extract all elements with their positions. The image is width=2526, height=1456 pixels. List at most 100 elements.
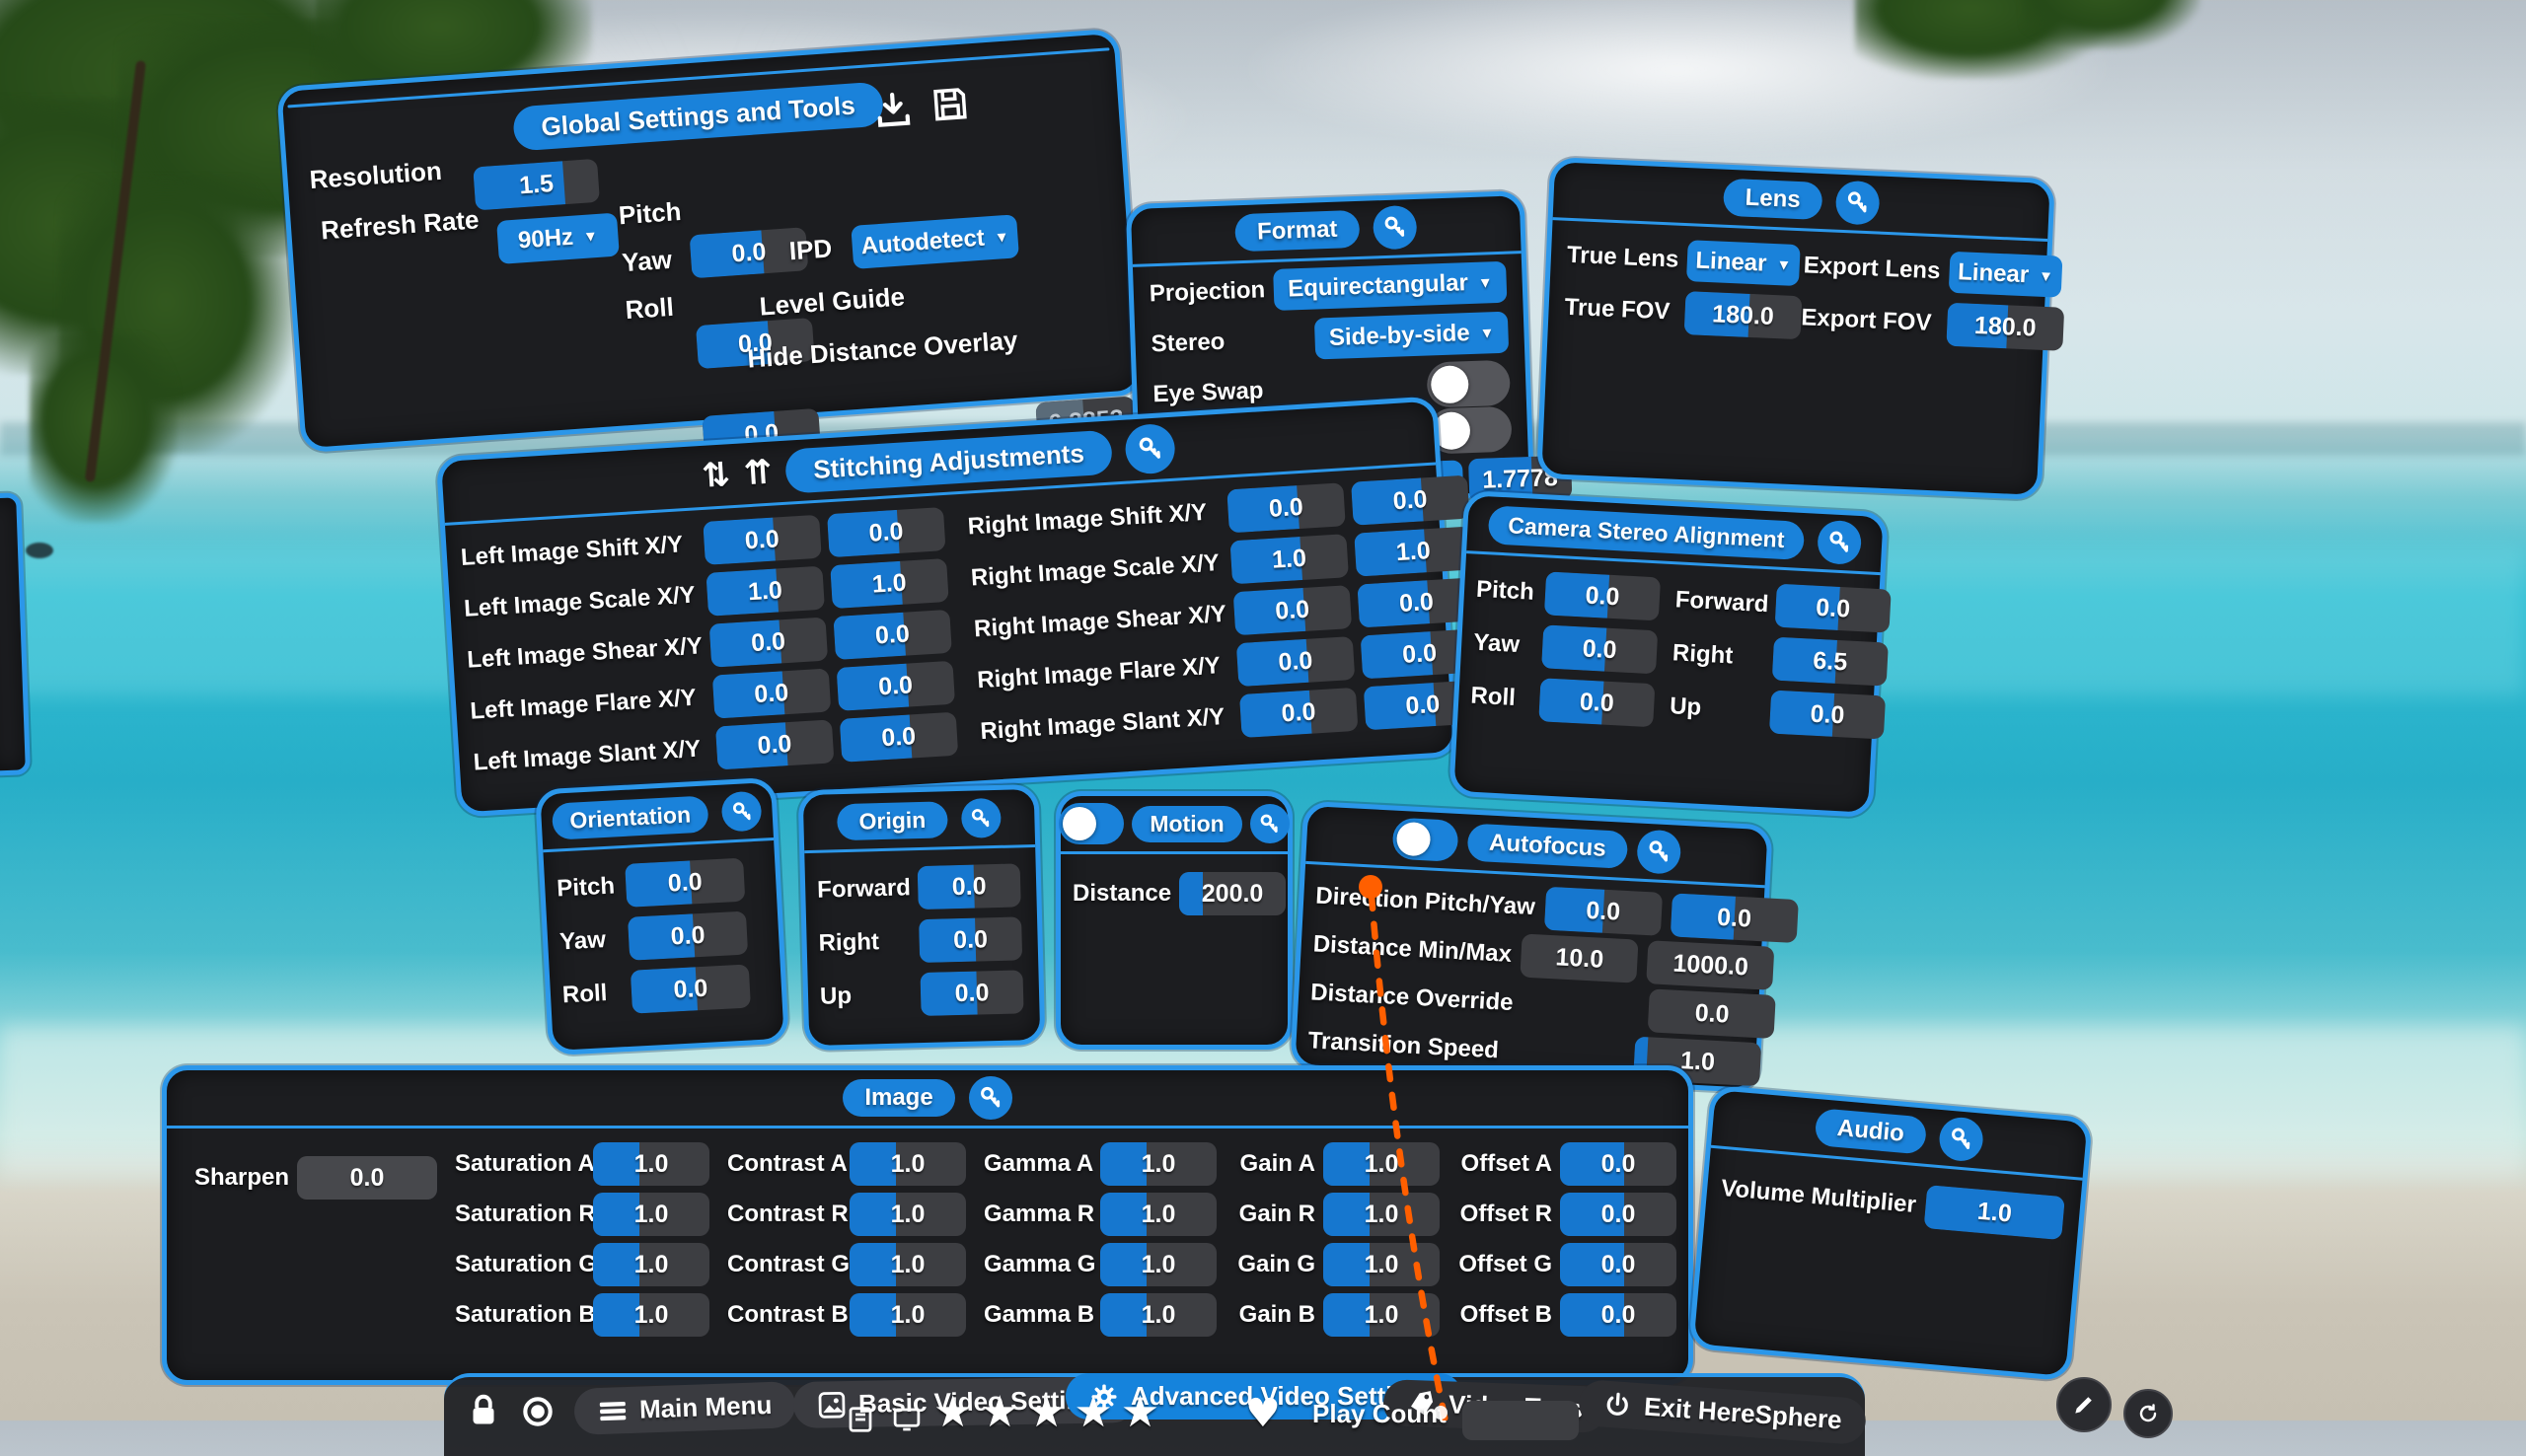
left-slant-y-slider[interactable]: 0.0 [839,711,958,763]
left-shear-y-slider[interactable]: 0.0 [833,609,952,661]
contrast-a-slider[interactable]: 1.0 [850,1142,966,1186]
camera-forward-slider[interactable]: 0.0 [1774,583,1892,633]
projection-dropdown[interactable]: Equirectangular ▼ [1273,260,1508,311]
gain-r-slider[interactable]: 1.0 [1323,1193,1440,1236]
gamma-b-slider[interactable]: 1.0 [1100,1293,1217,1337]
lock-icon[interactable] [466,1391,501,1430]
right-shear-x-slider[interactable]: 0.0 [1232,585,1352,636]
heart-icon[interactable]: ♥ [1245,1391,1281,1436]
left-scale-x-slider[interactable]: 1.0 [706,565,825,617]
ipd-mode-dropdown[interactable]: Autodetect ▼ [851,214,1019,269]
left-shear-x-slider[interactable]: 0.0 [708,617,828,668]
right-slant-x-slider[interactable]: 0.0 [1238,687,1359,739]
key-icon[interactable] [1249,804,1290,843]
autofocus-enable-toggle[interactable] [1391,817,1459,862]
sharpen-field[interactable]: 0.0 [297,1156,437,1200]
direction-pitch-slider[interactable]: 0.0 [1543,886,1663,936]
orientation-yaw-slider[interactable]: 0.0 [627,910,749,961]
camera-pitch-slider[interactable]: 0.0 [1543,571,1662,621]
key-icon[interactable] [1124,422,1177,475]
key-icon[interactable] [1817,519,1863,566]
panel-title-autofocus[interactable]: Autofocus [1466,823,1629,869]
panel-title-audio[interactable]: Audio [1814,1108,1928,1155]
right-shift-y-slider[interactable]: 0.0 [1350,474,1470,526]
edit-icon-button[interactable] [2056,1377,2112,1432]
gamma-a-slider[interactable]: 1.0 [1100,1142,1217,1186]
distance-max-field[interactable]: 1000.0 [1646,940,1775,990]
motion-enable-toggle[interactable] [1059,803,1125,844]
camera-yaw-slider[interactable]: 0.0 [1541,624,1659,675]
key-icon[interactable] [1636,829,1682,875]
key-icon[interactable] [720,790,763,833]
contrast-b-slider[interactable]: 1.0 [850,1293,966,1337]
screen-icon[interactable] [890,1405,924,1434]
saturation-b-slider[interactable]: 1.0 [593,1293,709,1337]
orientation-roll-slider[interactable]: 0.0 [630,964,751,1014]
basic-video-settings-button[interactable]: Basic Video Settings [792,1375,1137,1429]
key-icon[interactable] [1372,204,1418,251]
offset-a-slider[interactable]: 0.0 [1560,1142,1676,1186]
left-flare-x-slider[interactable]: 0.0 [711,668,832,719]
offset-g-slider[interactable]: 0.0 [1560,1243,1676,1286]
distance-override-field[interactable]: 0.0 [1648,988,1777,1039]
stereo-dropdown[interactable]: Side-by-side ▼ [1314,311,1510,360]
panel-title-global[interactable]: Global Settings and Tools [512,81,885,152]
saturation-g-slider[interactable]: 1.0 [593,1243,709,1286]
panel-title-format[interactable]: Format [1234,209,1361,253]
right-scale-y-slider[interactable]: 1.0 [1354,526,1473,577]
left-shift-x-slider[interactable]: 0.0 [703,514,822,565]
offset-b-slider[interactable]: 0.0 [1560,1293,1676,1337]
panel-title-image[interactable]: Image [843,1079,955,1117]
left-flare-y-slider[interactable]: 0.0 [836,660,955,711]
origin-forward-slider[interactable]: 0.0 [917,863,1021,910]
gain-a-slider[interactable]: 1.0 [1323,1142,1440,1186]
star-rating[interactable]: ★★★★★ [933,1387,1168,1437]
main-menu-button[interactable]: Main Menu [573,1381,797,1435]
panel-title-lens[interactable]: Lens [1722,178,1823,221]
move-up-icon[interactable]: ⇈ [742,452,774,494]
left-slant-x-slider[interactable]: 0.0 [714,719,835,770]
key-icon[interactable] [1937,1116,1985,1163]
direction-yaw-slider[interactable]: 0.0 [1670,893,1799,944]
gamma-r-slider[interactable]: 1.0 [1100,1193,1217,1236]
swap-vertical-icon[interactable]: ⇅ [701,455,732,496]
notes-icon[interactable] [845,1405,876,1434]
download-icon[interactable] [871,87,916,133]
saturation-a-slider[interactable]: 1.0 [593,1142,709,1186]
key-icon[interactable] [1834,180,1881,226]
origin-right-slider[interactable]: 0.0 [919,916,1023,964]
export-fov-slider[interactable]: 180.0 [1946,302,2065,351]
left-shift-y-slider[interactable]: 0.0 [826,507,946,558]
distance-min-field[interactable]: 10.0 [1520,933,1639,983]
exit-heresphere-button[interactable]: Exit HereSphere [1577,1378,1868,1446]
gain-b-slider[interactable]: 1.0 [1323,1293,1440,1337]
orientation-pitch-slider[interactable]: 0.0 [625,857,746,908]
camera-roll-slider[interactable]: 0.0 [1538,678,1656,728]
camera-up-slider[interactable]: 0.0 [1768,690,1887,740]
contrast-g-slider[interactable]: 1.0 [850,1243,966,1286]
force-mono-toggle[interactable] [1428,405,1513,455]
true-fov-slider[interactable]: 180.0 [1683,291,1803,340]
play-count-field[interactable] [1462,1401,1579,1440]
motion-distance-slider[interactable]: 200.0 [1179,872,1287,915]
contrast-r-slider[interactable]: 1.0 [850,1193,966,1236]
export-lens-dropdown[interactable]: Linear ▼ [1948,251,2063,298]
panel-title-motion[interactable]: Motion [1132,805,1242,842]
resolution-slider[interactable]: 1.5 [473,158,600,211]
left-scale-y-slider[interactable]: 1.0 [829,557,949,610]
camera-right-slider[interactable]: 6.5 [1771,636,1889,687]
panel-title-orientation[interactable]: Orientation [551,794,709,840]
refresh-rate-dropdown[interactable]: 90Hz ▼ [496,212,620,264]
gamma-g-slider[interactable]: 1.0 [1100,1243,1217,1286]
true-lens-dropdown[interactable]: Linear ▼ [1685,240,1801,287]
panel-title-camera[interactable]: Camera Stereo Alignment [1487,504,1806,560]
save-icon[interactable] [928,81,972,127]
panel-title-stitching[interactable]: Stitching Adjustments [783,429,1114,494]
right-shift-x-slider[interactable]: 0.0 [1226,482,1346,534]
key-icon[interactable] [968,1076,1012,1120]
panel-title-origin[interactable]: Origin [837,800,948,840]
key-icon[interactable] [960,797,1002,838]
refresh-icon-button[interactable] [2123,1389,2173,1438]
gain-g-slider[interactable]: 1.0 [1323,1243,1440,1286]
eye-swap-toggle[interactable] [1426,359,1512,408]
